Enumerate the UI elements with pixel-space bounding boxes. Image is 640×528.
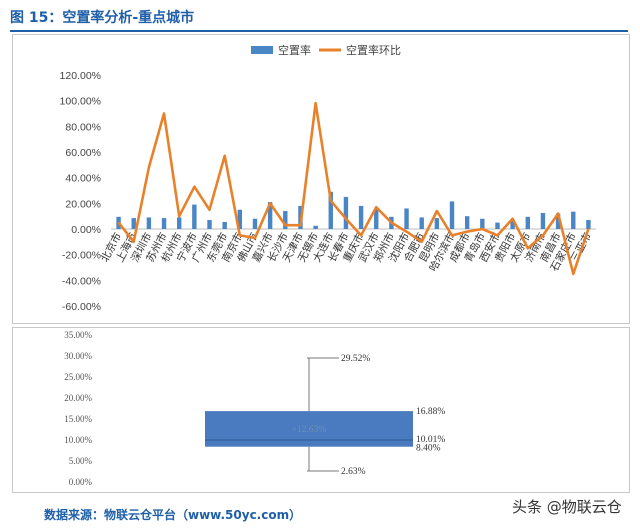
legend-label-bar: 空置率 <box>278 43 311 57</box>
box-y-tick-label: 25.00% <box>64 372 92 382</box>
bar-vacancy <box>222 221 227 229</box>
y-tick-label: -20.00% <box>62 250 101 262</box>
y-tick-label: 40.00% <box>65 173 101 185</box>
y-tick-label: 80.00% <box>65 121 101 133</box>
box-y-tick-label: 30.00% <box>64 351 92 361</box>
bar-vacancy <box>146 217 152 229</box>
bar-vacancy <box>207 220 212 229</box>
y-tick-label: 120.00% <box>60 70 101 82</box>
bar-vacancy <box>404 208 409 229</box>
line-point <box>481 228 484 230</box>
box-plot-panel: 35.00% 30.00% 25.00% 20.00% 15.00% 10.00% 5.00… <box>12 327 630 493</box>
line-point <box>178 215 181 217</box>
line-point <box>148 166 150 169</box>
line-point <box>239 234 241 237</box>
max-label: 29.52% <box>341 354 370 364</box>
legend-label-line: 空置率环比 <box>346 43 401 57</box>
source-note: 数据来源：物联云仓平台（www.50yc.com） <box>44 508 302 522</box>
y-tick-label: 60.00% <box>65 147 101 159</box>
line-point <box>284 224 287 226</box>
legend-swatch-bar <box>251 46 273 54</box>
y-tick-label: 0.00% <box>71 224 101 236</box>
y-tick-label: 100.00% <box>60 96 101 108</box>
iqr-box <box>205 411 413 447</box>
line-point <box>420 241 423 243</box>
line-point <box>329 199 332 202</box>
bar-vacancy <box>252 218 258 229</box>
bar-vacancy <box>449 201 455 229</box>
box-y-tick-label: 10.00% <box>64 435 92 445</box>
line-point <box>375 206 378 208</box>
bar-vacancy <box>480 218 485 229</box>
line-point <box>132 241 135 243</box>
q3-label: 16.88% <box>416 407 445 417</box>
line-point <box>542 234 544 237</box>
line-point <box>360 234 362 237</box>
box-y-tick-label: 20.00% <box>64 393 92 403</box>
y-tick-label: 20.00% <box>65 198 101 210</box>
box-y-tick-label: 5.00% <box>69 456 93 466</box>
legend: 空置率 空置率环比 <box>251 43 401 57</box>
line-point <box>390 221 393 224</box>
q1-label: 8.40% <box>416 444 441 454</box>
line-point <box>269 202 271 205</box>
line-point <box>208 208 211 211</box>
watermark: 头条 @物联云仓 <box>512 498 622 516</box>
bar-vacancy <box>571 211 576 229</box>
line-point <box>405 230 408 233</box>
bar-vacancy <box>343 196 349 229</box>
line-point <box>557 212 559 215</box>
bar-vacancy <box>540 212 546 229</box>
line-point <box>436 210 438 212</box>
y-tick-label: -60.00% <box>62 301 101 313</box>
bar-vacancy <box>464 216 470 229</box>
line-point <box>314 102 317 105</box>
bar-vacancy <box>267 202 273 229</box>
line-point <box>587 228 590 230</box>
line-point <box>223 155 226 157</box>
bar-vacancy <box>131 218 136 229</box>
line-point <box>299 224 302 226</box>
box-y-tick-label: 35.00% <box>64 330 92 340</box>
line-point <box>254 237 256 239</box>
min-label: 2.63% <box>341 467 366 477</box>
line-point <box>496 234 499 237</box>
line-point <box>451 234 453 237</box>
bar-vacancy <box>177 217 182 229</box>
bar-vacancy <box>313 225 318 229</box>
bar-vacancy <box>419 217 424 229</box>
bar-line-chart-panel: 空置率 空置率环比 120.00% 100.00% 80.00% 60.00% 40.00%… <box>12 34 630 324</box>
bar-vacancy <box>237 209 243 229</box>
line-point <box>511 217 514 220</box>
bar-vacancy <box>358 205 364 229</box>
y-tick-label: -40.00% <box>62 275 101 287</box>
line-point <box>466 230 468 233</box>
bar-vacancy <box>586 220 591 229</box>
line-point <box>193 185 196 188</box>
box-y-tick-label: 15.00% <box>64 414 92 424</box>
line-point <box>117 221 120 224</box>
bar-vacancy <box>495 222 500 229</box>
line-vacancy-change <box>117 101 590 276</box>
bar-vacancy <box>192 204 197 229</box>
bar-line-chart: 空置率 空置率环比 120.00% 100.00% 80.00% 60.00% 40.00%… <box>60 43 596 313</box>
bar-vacancy <box>555 213 561 229</box>
figure-title: 图 15：空置率分析-重点城市 <box>10 10 195 26</box>
bar-vacancy <box>434 218 440 229</box>
bar-vacancy <box>328 191 333 229</box>
box-y-tick-label: 0.00% <box>69 477 93 487</box>
box-plot-chart: 35.00% 30.00% 25.00% 20.00% 15.00% 10.00% 5.00… <box>64 330 445 487</box>
bar-vacancy <box>510 220 515 229</box>
mean-label: ×12.63% <box>292 425 327 435</box>
bar-vacancy <box>161 218 167 229</box>
line-point <box>526 247 529 250</box>
title-rule <box>10 30 628 32</box>
bar-vacancy <box>374 208 379 229</box>
bar-vacancy <box>283 211 288 229</box>
bar-vacancy <box>525 216 530 229</box>
line-point <box>163 112 165 115</box>
line-point <box>572 273 575 275</box>
line-point <box>345 217 347 220</box>
median-label: 10.01% <box>416 435 445 445</box>
